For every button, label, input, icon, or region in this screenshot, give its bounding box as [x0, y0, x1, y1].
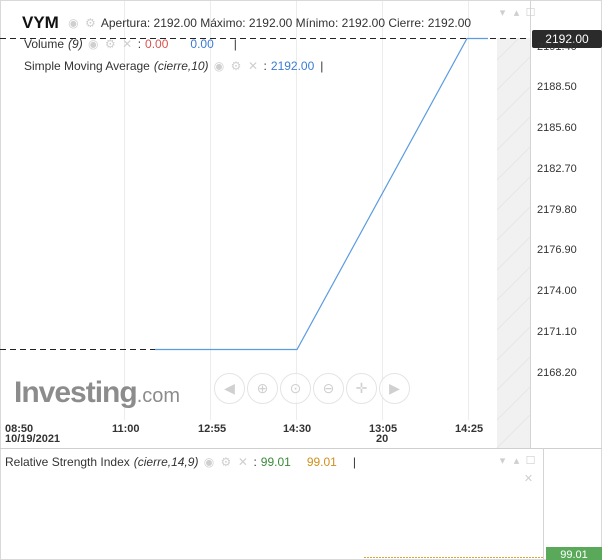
close-icon[interactable]: ✕ — [248, 58, 259, 73]
rsi-close-control: ✕ — [523, 474, 534, 485]
sma-separator: : — [263, 59, 267, 73]
volume-label: Volume — [24, 37, 65, 51]
close-icon[interactable]: ✕ — [523, 473, 534, 485]
main-pane-controls: ▾ ▴ ☐ — [497, 8, 536, 19]
chart-header: VYM ◉ ⚙ Apertura: 2192.00 Máximo: 2192.0… — [22, 12, 471, 34]
x-axis-label: 13:05 — [369, 423, 398, 435]
volume-end-bar: | — [233, 37, 237, 51]
x-axis-label: 08:50 — [5, 423, 34, 435]
maximize-icon[interactable]: ☐ — [525, 455, 536, 467]
investing-logo: Investing.com — [14, 376, 180, 410]
volume-value-2: 0.00 — [190, 37, 214, 51]
crosshair-icon[interactable]: ✛ — [346, 373, 377, 404]
sma-label: Simple Moving Average — [24, 59, 150, 73]
close-icon[interactable]: ✕ — [237, 454, 248, 469]
volume-separator: : — [137, 37, 142, 51]
y-axis-label: 2176.90 — [537, 244, 577, 256]
rsi-param: (cierre,14,9) — [133, 455, 199, 469]
symbol-name: VYM — [22, 13, 59, 32]
gear-icon[interactable]: ⚙ — [230, 58, 242, 73]
price-series-line — [155, 37, 488, 351]
x-axis-label: 11:00 — [112, 423, 140, 435]
logo-main: Investing — [14, 376, 138, 409]
x-axis-label: 14:25 — [455, 423, 484, 435]
rsi-value-tag: 99.01 — [546, 547, 602, 560]
triangle-down-icon[interactable]: ▾ — [499, 455, 506, 467]
gear-icon[interactable]: ⚙ — [84, 15, 96, 30]
eye-icon[interactable]: ◉ — [203, 454, 215, 469]
rsi-indicator-row: Relative Strength Index (cierre,14,9) ◉ … — [5, 455, 356, 469]
future-zone-hatch — [496, 37, 531, 449]
gear-icon[interactable]: ⚙ — [220, 454, 232, 469]
volume-param: (9) — [68, 37, 83, 51]
sma-end-bar: | — [320, 59, 324, 73]
current-price-tag: 2192.00 — [532, 30, 602, 48]
chevron-right-icon[interactable]: ▶ — [379, 373, 410, 404]
sma-indicator-row: Simple Moving Average (cierre,10) ◉ ⚙ ✕ … — [24, 59, 323, 73]
y-axis-label: 2168.20 — [537, 367, 577, 379]
future-zone — [497, 38, 530, 448]
rsi-end-bar: | — [352, 455, 356, 469]
sma-value: 2192.00 — [270, 59, 315, 73]
rsi-value-2: 99.01 — [306, 455, 337, 469]
rsi-separator: : — [253, 455, 257, 469]
triangle-up-icon[interactable]: ▴ — [513, 455, 520, 467]
eye-icon[interactable]: ◉ — [68, 15, 79, 30]
chevron-left-icon[interactable]: ◀ — [214, 373, 245, 404]
gear-icon[interactable]: ⚙ — [104, 36, 116, 51]
x-axis-date: 10/19/2021 — [5, 433, 61, 445]
chart-navigation: ◀ ⊕ ⊙ ⊖ ✛ ▶ — [214, 373, 410, 404]
y-axis-label: 2179.80 — [537, 204, 577, 216]
y-axis-label: 2171.10 — [537, 326, 577, 338]
zoom-reset-icon[interactable]: ⊙ — [280, 373, 311, 404]
x-axis-date: 20 — [376, 433, 389, 445]
rsi-label: Relative Strength Index — [5, 455, 130, 469]
volume-value-1: 0.00 — [145, 37, 169, 51]
close-icon[interactable]: ✕ — [122, 36, 133, 51]
zoom-in-icon[interactable]: ⊕ — [247, 373, 278, 404]
eye-icon[interactable]: ◉ — [87, 36, 99, 51]
volume-indicator-row: Volume (9) ◉ ⚙ ✕ : 0.00 0.00 | — [24, 37, 237, 51]
eye-icon[interactable]: ◉ — [213, 58, 225, 73]
sma-param: (cierre,10) — [153, 59, 209, 73]
maximize-icon[interactable]: ☐ — [525, 7, 536, 19]
triangle-up-icon[interactable]: ▴ — [513, 7, 520, 19]
rsi-value-1: 99.01 — [260, 455, 291, 469]
y-axis-label: 2185.60 — [537, 122, 577, 134]
ohlc-values: Apertura: 2192.00 Máximo: 2192.00 Mínimo… — [100, 16, 472, 30]
x-axis-label: 12:55 — [198, 423, 227, 435]
x-axis-label: 14:30 — [283, 423, 312, 435]
logo-suffix: .com — [136, 385, 181, 407]
y-axis-label: 2191.40 — [537, 41, 577, 53]
y-axis-label: 2188.50 — [537, 81, 577, 93]
y-axis-label: 2182.70 — [537, 163, 577, 175]
y-axis-label: 2174.00 — [537, 285, 577, 297]
triangle-down-icon[interactable]: ▾ — [499, 7, 506, 19]
zoom-out-icon[interactable]: ⊖ — [313, 373, 344, 404]
rsi-pane-controls: ▾ ▴ ☐ — [497, 456, 536, 467]
